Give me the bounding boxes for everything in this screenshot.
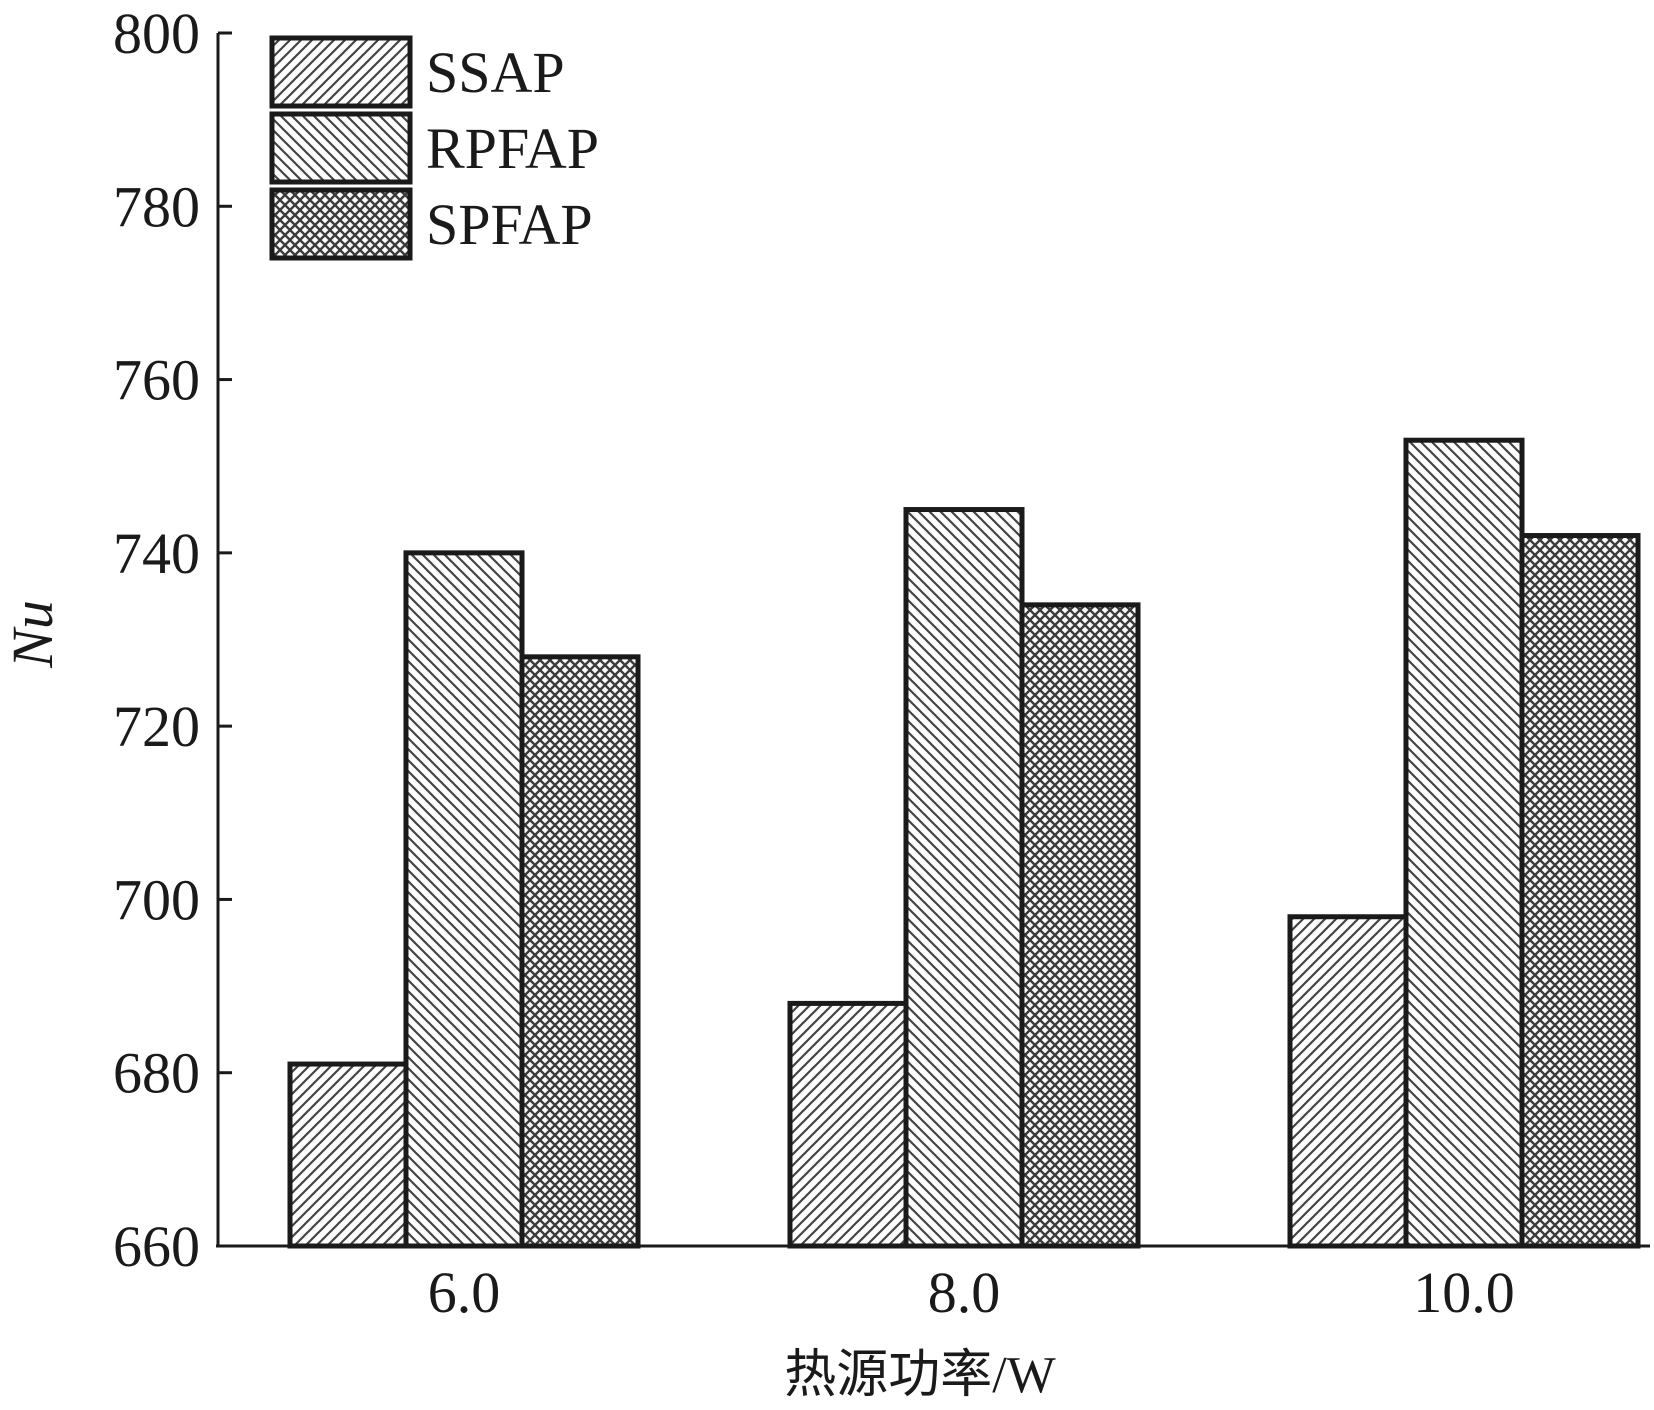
y-tick-label: 760	[113, 348, 200, 413]
x-axis-title: 热源功率/W	[784, 1347, 1056, 1404]
x-tick-label: 10.0	[1413, 1260, 1515, 1325]
bar-series	[287, 437, 1641, 1249]
legend: SSAP RPFAP SPFAP	[269, 35, 599, 261]
y-tick-label: 740	[113, 521, 200, 586]
bar-rpfap-10.0	[1403, 437, 1525, 1249]
y-axis-ticks: 660 680 700 720 740 760 780 800	[113, 1, 232, 1279]
legend-label-ssap: SSAP	[426, 40, 565, 105]
bar-rpfap-8.0	[903, 507, 1025, 1249]
y-tick-label: 720	[113, 694, 200, 759]
legend-swatch-rpfap	[269, 111, 413, 185]
legend-label-rpfap: RPFAP	[426, 116, 599, 181]
bar-spfap-10.0	[1519, 533, 1641, 1249]
bar-spfap-6.0	[519, 654, 641, 1249]
legend-swatch-ssap	[269, 35, 413, 109]
y-tick-label: 700	[113, 867, 200, 932]
bar-spfap-8.0	[1019, 602, 1141, 1249]
bar-ssap-8.0	[787, 1000, 909, 1249]
bar-ssap-10.0	[1287, 914, 1409, 1249]
x-tick-label: 8.0	[928, 1260, 1001, 1325]
legend-label-spfap: SPFAP	[426, 192, 593, 257]
x-axis-tick-labels: 6.0 8.0 10.0	[428, 1260, 1515, 1325]
y-tick-label: 660	[113, 1214, 200, 1279]
legend-swatch-spfap	[269, 187, 413, 261]
y-tick-label: 800	[113, 1, 200, 66]
x-tick-label: 6.0	[428, 1260, 501, 1325]
y-tick-label: 780	[113, 174, 200, 239]
y-axis-title: Nu	[0, 600, 65, 669]
bar-ssap-6.0	[287, 1061, 409, 1249]
y-tick-label: 680	[113, 1041, 200, 1106]
bar-rpfap-6.0	[403, 550, 525, 1249]
